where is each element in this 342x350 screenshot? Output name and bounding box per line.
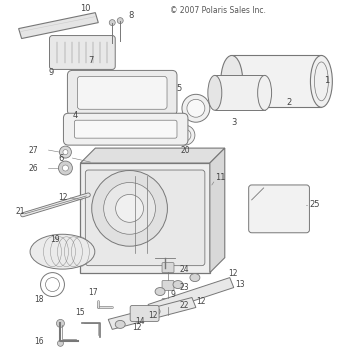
Text: 10: 10 xyxy=(80,4,91,13)
Ellipse shape xyxy=(208,75,222,110)
Text: 12: 12 xyxy=(148,311,158,320)
Text: 6: 6 xyxy=(58,154,64,162)
FancyBboxPatch shape xyxy=(130,306,159,321)
Circle shape xyxy=(56,320,64,327)
Circle shape xyxy=(60,146,71,158)
Ellipse shape xyxy=(187,99,205,117)
Text: 5: 5 xyxy=(176,84,181,93)
Text: 7: 7 xyxy=(88,56,94,65)
Circle shape xyxy=(92,170,168,246)
Text: 13: 13 xyxy=(235,280,245,289)
Circle shape xyxy=(57,340,63,346)
Ellipse shape xyxy=(150,307,160,315)
Polygon shape xyxy=(210,148,225,273)
FancyBboxPatch shape xyxy=(86,170,205,266)
Text: 4: 4 xyxy=(73,111,78,120)
Text: 16: 16 xyxy=(34,337,43,346)
Ellipse shape xyxy=(115,320,125,328)
Text: 12: 12 xyxy=(58,194,68,202)
Text: 25: 25 xyxy=(310,201,320,209)
Text: 8: 8 xyxy=(128,11,133,20)
Text: 9: 9 xyxy=(49,68,54,77)
FancyBboxPatch shape xyxy=(215,75,265,110)
Ellipse shape xyxy=(173,281,183,288)
FancyBboxPatch shape xyxy=(75,120,177,138)
Text: 23: 23 xyxy=(180,283,189,292)
Text: 24: 24 xyxy=(180,265,189,274)
Ellipse shape xyxy=(190,274,200,282)
FancyBboxPatch shape xyxy=(162,281,174,290)
Circle shape xyxy=(63,165,68,171)
Text: 11: 11 xyxy=(215,174,225,182)
FancyBboxPatch shape xyxy=(80,163,210,273)
Text: 21: 21 xyxy=(16,207,25,216)
Circle shape xyxy=(63,149,68,155)
Polygon shape xyxy=(148,278,234,314)
Text: 15: 15 xyxy=(75,308,85,317)
Text: 19: 19 xyxy=(51,235,60,244)
Ellipse shape xyxy=(133,314,143,321)
Text: © 2007 Polaris Sales Inc.: © 2007 Polaris Sales Inc. xyxy=(170,6,266,15)
Polygon shape xyxy=(18,13,98,38)
FancyBboxPatch shape xyxy=(67,70,177,115)
Text: 27: 27 xyxy=(29,146,38,155)
Text: 12: 12 xyxy=(228,269,237,278)
FancyBboxPatch shape xyxy=(162,262,174,273)
FancyBboxPatch shape xyxy=(63,113,188,145)
Ellipse shape xyxy=(155,288,165,295)
Circle shape xyxy=(109,20,115,26)
Text: 20: 20 xyxy=(180,146,190,155)
Ellipse shape xyxy=(311,56,332,107)
Circle shape xyxy=(117,18,123,23)
Text: 9: 9 xyxy=(170,290,175,299)
Ellipse shape xyxy=(179,129,191,141)
Ellipse shape xyxy=(221,56,243,107)
Text: 1: 1 xyxy=(324,76,330,85)
FancyBboxPatch shape xyxy=(50,36,115,69)
Ellipse shape xyxy=(182,94,210,122)
Ellipse shape xyxy=(258,75,272,110)
Text: 12: 12 xyxy=(196,297,206,306)
Text: 12: 12 xyxy=(132,323,142,332)
Text: 14: 14 xyxy=(135,317,145,326)
Ellipse shape xyxy=(30,234,95,269)
Circle shape xyxy=(58,161,73,175)
Polygon shape xyxy=(108,298,196,329)
Text: 3: 3 xyxy=(232,118,237,127)
Text: 18: 18 xyxy=(34,295,43,304)
Polygon shape xyxy=(252,188,264,200)
Text: 26: 26 xyxy=(29,163,38,173)
FancyBboxPatch shape xyxy=(232,56,321,107)
FancyBboxPatch shape xyxy=(162,299,174,308)
Circle shape xyxy=(104,182,156,234)
Ellipse shape xyxy=(175,125,195,145)
Text: 2: 2 xyxy=(287,98,292,107)
FancyBboxPatch shape xyxy=(77,76,167,109)
Circle shape xyxy=(116,194,144,222)
Text: 17: 17 xyxy=(88,288,98,297)
Text: 22: 22 xyxy=(180,301,189,310)
FancyBboxPatch shape xyxy=(249,185,310,233)
Polygon shape xyxy=(80,148,225,163)
